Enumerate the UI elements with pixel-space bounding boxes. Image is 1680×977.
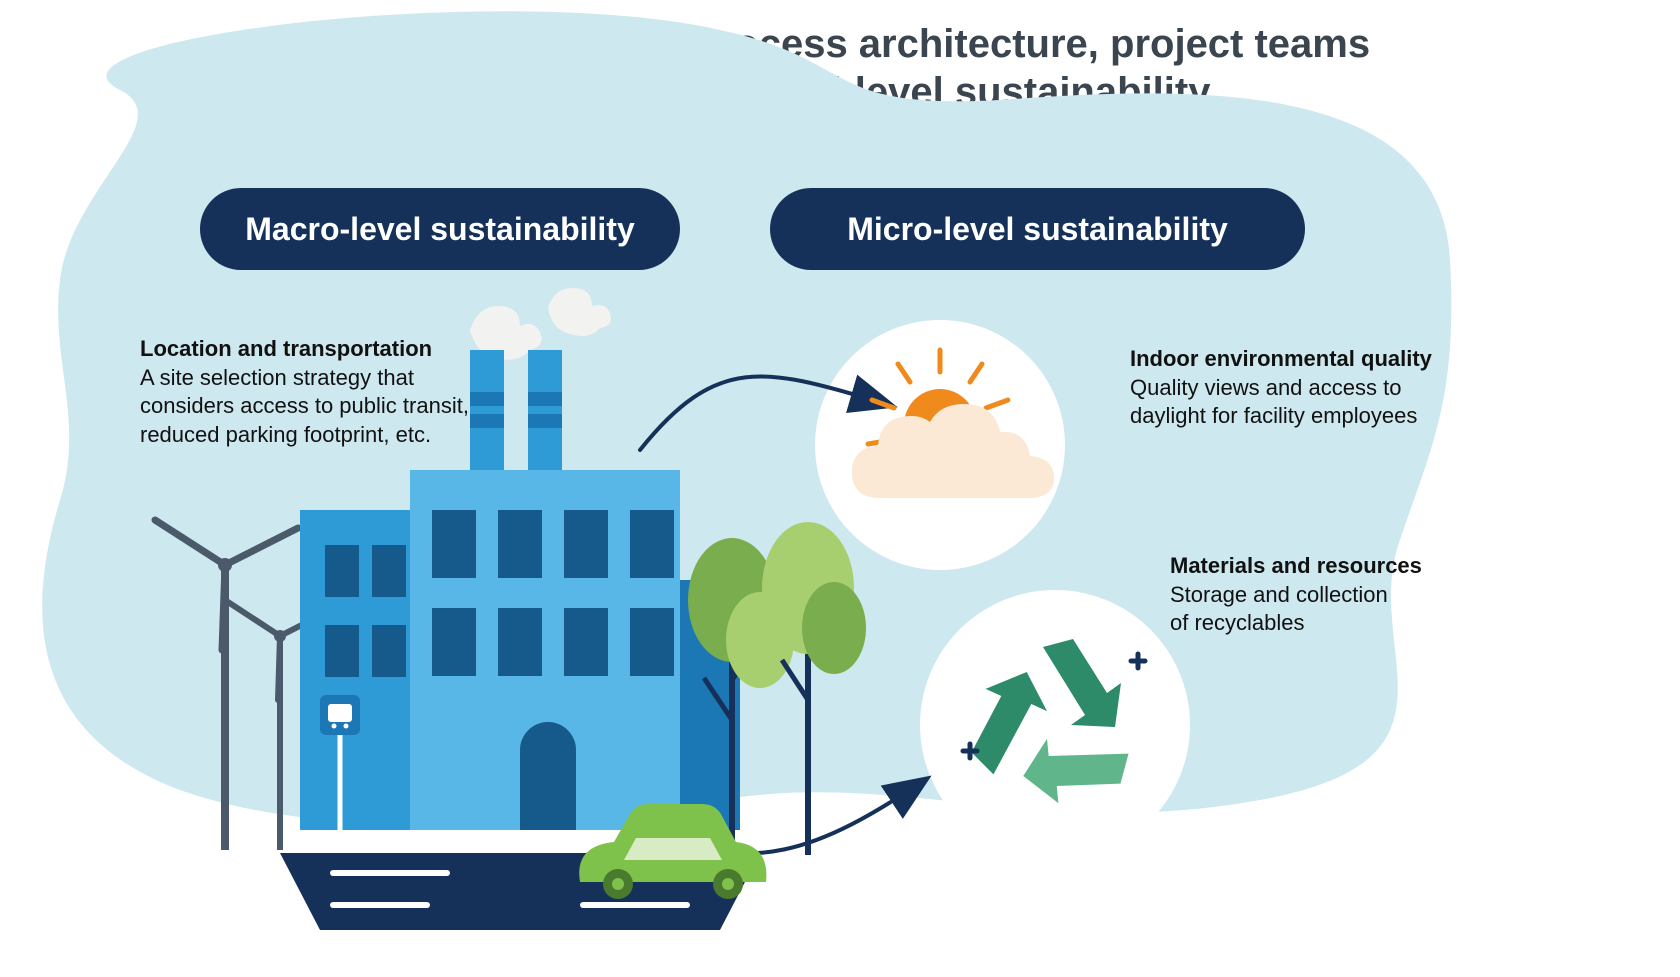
- arrow-to-sun-icon: [640, 376, 890, 450]
- tree-icon: [762, 522, 866, 855]
- recycle-icon: [948, 639, 1145, 825]
- illustration: [0, 0, 1680, 977]
- smoke-icon: [470, 288, 611, 360]
- sun-cloud-icon: [852, 350, 1054, 498]
- infographic-canvas: Through the lens of process architecture…: [0, 0, 1680, 977]
- door: [520, 722, 576, 830]
